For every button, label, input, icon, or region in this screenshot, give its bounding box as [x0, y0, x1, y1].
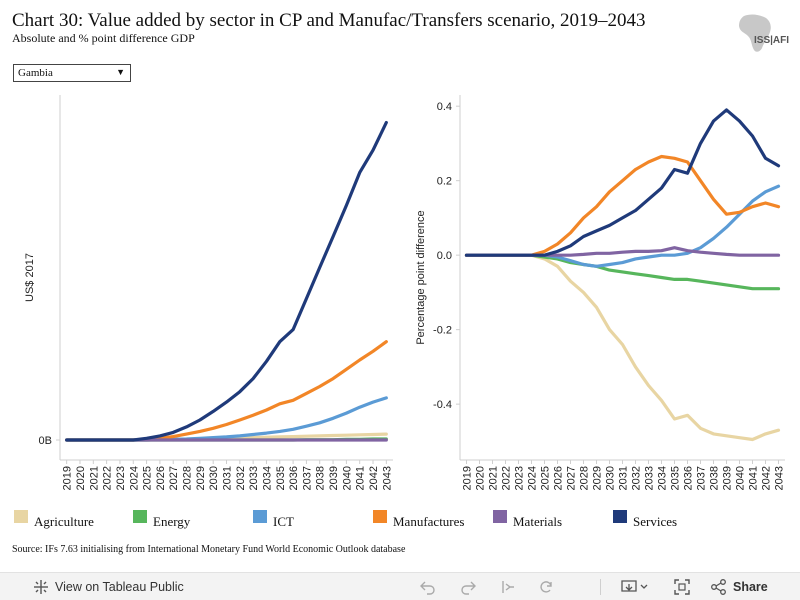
toolbar-separator	[600, 579, 601, 595]
x-tick-label-0-8: 2027	[168, 466, 180, 490]
x-tick-label-1-5: 2024	[527, 466, 539, 490]
x-tick-label-1-21: 2040	[735, 466, 747, 490]
x-tick-label-1-0: 2019	[462, 466, 474, 490]
legend-swatch	[373, 510, 387, 523]
refresh-icon[interactable]	[536, 578, 556, 596]
legend-label: Materials	[513, 514, 563, 529]
x-tick-label-1-2: 2021	[488, 466, 500, 490]
x-tick-label-0-14: 2033	[248, 466, 260, 490]
undo-icon[interactable]	[418, 578, 438, 596]
x-tick-label-1-11: 2030	[605, 466, 617, 490]
x-tick-label-0-15: 2034	[261, 466, 273, 490]
x-tick-label-1-1: 2020	[475, 466, 487, 490]
x-tick-label-1-16: 2035	[670, 466, 682, 490]
y-axis-title-1: Percentage point difference	[415, 210, 427, 344]
x-tick-label-0-17: 2036	[288, 466, 300, 490]
x-tick-label-1-23: 2042	[761, 466, 773, 490]
x-tick-label-1-7: 2026	[553, 466, 565, 490]
legend-label: Energy	[153, 514, 191, 529]
y-tick-label-4: -0.4	[433, 399, 452, 411]
legend-label: ICT	[273, 514, 294, 529]
x-tick-label-0-5: 2024	[128, 466, 140, 490]
chart-area: 2019 2020 2021 2022 2023 2024 2025 2026 2027 2028…	[24, 95, 786, 490]
series-line-ict-0	[65, 396, 388, 442]
series-line-manufactures-0	[65, 340, 388, 442]
x-tick-label-1-6: 2025	[540, 466, 552, 490]
revert-icon[interactable]	[498, 578, 518, 596]
x-tick-label-0-24: 2043	[381, 466, 393, 490]
chart-title: Chart 30: Value added by sector in CP an…	[12, 10, 646, 31]
legend-swatch	[253, 510, 267, 523]
legend-label: Services	[633, 514, 678, 529]
chart-subtitle: Absolute and % point difference GDP	[12, 31, 195, 45]
series-line-services-1	[464, 108, 781, 257]
series-line-manufactures-1	[464, 154, 781, 257]
x-tick-label-0-6: 2025	[142, 466, 154, 490]
x-tick-label-1-8: 2027	[566, 466, 578, 490]
legend-swatch	[14, 510, 28, 523]
fullscreen-icon[interactable]	[672, 578, 692, 596]
x-tick-label-1-24: 2043	[774, 466, 786, 490]
legend-swatch	[493, 510, 507, 523]
x-tick-label-1-12: 2031	[618, 466, 630, 490]
series-line-services-0	[65, 120, 388, 442]
x-tick-label-0-2: 2021	[88, 466, 100, 490]
legend-swatch	[613, 510, 627, 523]
chevron-down-icon: ▼	[116, 67, 125, 77]
x-tick-label-0-18: 2037	[301, 466, 313, 490]
country-filter-dropdown[interactable]: Gambia ▼	[13, 64, 131, 82]
x-tick-label-1-20: 2039	[722, 466, 734, 490]
x-tick-label-1-9: 2028	[579, 466, 591, 490]
x-tick-label-0-22: 2041	[355, 466, 367, 490]
x-tick-label-1-19: 2038	[709, 466, 721, 490]
x-tick-label-0-3: 2022	[102, 466, 114, 490]
x-tick-label-0-23: 2042	[368, 466, 380, 490]
x-tick-label-1-22: 2041	[748, 466, 760, 490]
x-tick-label-1-3: 2022	[501, 466, 513, 490]
logo-text: ISS|AFI	[754, 35, 789, 46]
x-tick-label-0-12: 2031	[222, 466, 234, 490]
source-note: Source: IFs 7.63 initialising from Inter…	[12, 544, 406, 555]
legend-swatch	[133, 510, 147, 523]
x-tick-label-0-9: 2028	[182, 466, 194, 490]
x-tick-label-0-4: 2023	[115, 466, 127, 490]
x-tick-label-0-20: 2039	[328, 466, 340, 490]
x-tick-label-1-10: 2029	[592, 466, 604, 490]
country-filter-value: Gambia	[18, 67, 53, 79]
share-label: Share	[733, 580, 768, 594]
tableau-logo-icon	[34, 580, 48, 594]
x-tick-label-1-13: 2032	[631, 466, 643, 490]
x-tick-label-0-1: 2020	[75, 466, 87, 490]
legend-label: Agriculture	[34, 514, 94, 529]
x-tick-label-1-17: 2036	[683, 466, 695, 490]
x-tick-label-1-14: 2033	[644, 466, 656, 490]
redo-icon[interactable]	[458, 578, 478, 596]
tableau-toolbar: View on Tableau Public Share	[0, 572, 800, 600]
y-tick-label-3: -0.2	[433, 325, 452, 337]
download-icon[interactable]	[620, 578, 652, 596]
legend-label: Manufactures	[393, 514, 465, 529]
x-tick-label-0-0: 2019	[62, 466, 74, 490]
y-tick-label-1: 0.2	[437, 176, 452, 188]
x-tick-label-1-15: 2034	[657, 466, 669, 490]
x-tick-label-0-21: 2040	[341, 466, 353, 490]
view-on-tableau-label: View on Tableau Public	[55, 580, 184, 594]
x-tick-label-0-7: 2026	[155, 466, 167, 490]
x-tick-label-0-10: 2029	[195, 466, 207, 490]
y-tick-label-2: 0.0	[437, 250, 452, 262]
iss-africa-logo: ISS|AFI	[739, 14, 789, 52]
y-tick-label-0: 0.4	[437, 101, 452, 113]
chart-legend: Agriculture Energy ICT Manufactures Material…	[0, 506, 800, 532]
x-tick-label-0-13: 2032	[235, 466, 247, 490]
series-line-agriculture-1	[464, 253, 781, 442]
x-tick-label-1-18: 2037	[696, 466, 708, 490]
share-icon	[711, 579, 726, 595]
x-tick-label-0-16: 2035	[275, 466, 287, 490]
x-tick-label-0-11: 2030	[208, 466, 220, 490]
x-tick-label-1-4: 2023	[514, 466, 526, 490]
x-tick-label-0-19: 2038	[315, 466, 327, 490]
y-axis-title-0: US$ 2017	[24, 253, 36, 302]
y-tick-label-0b: 0B	[39, 435, 52, 447]
series-line-energy-1	[464, 253, 781, 291]
